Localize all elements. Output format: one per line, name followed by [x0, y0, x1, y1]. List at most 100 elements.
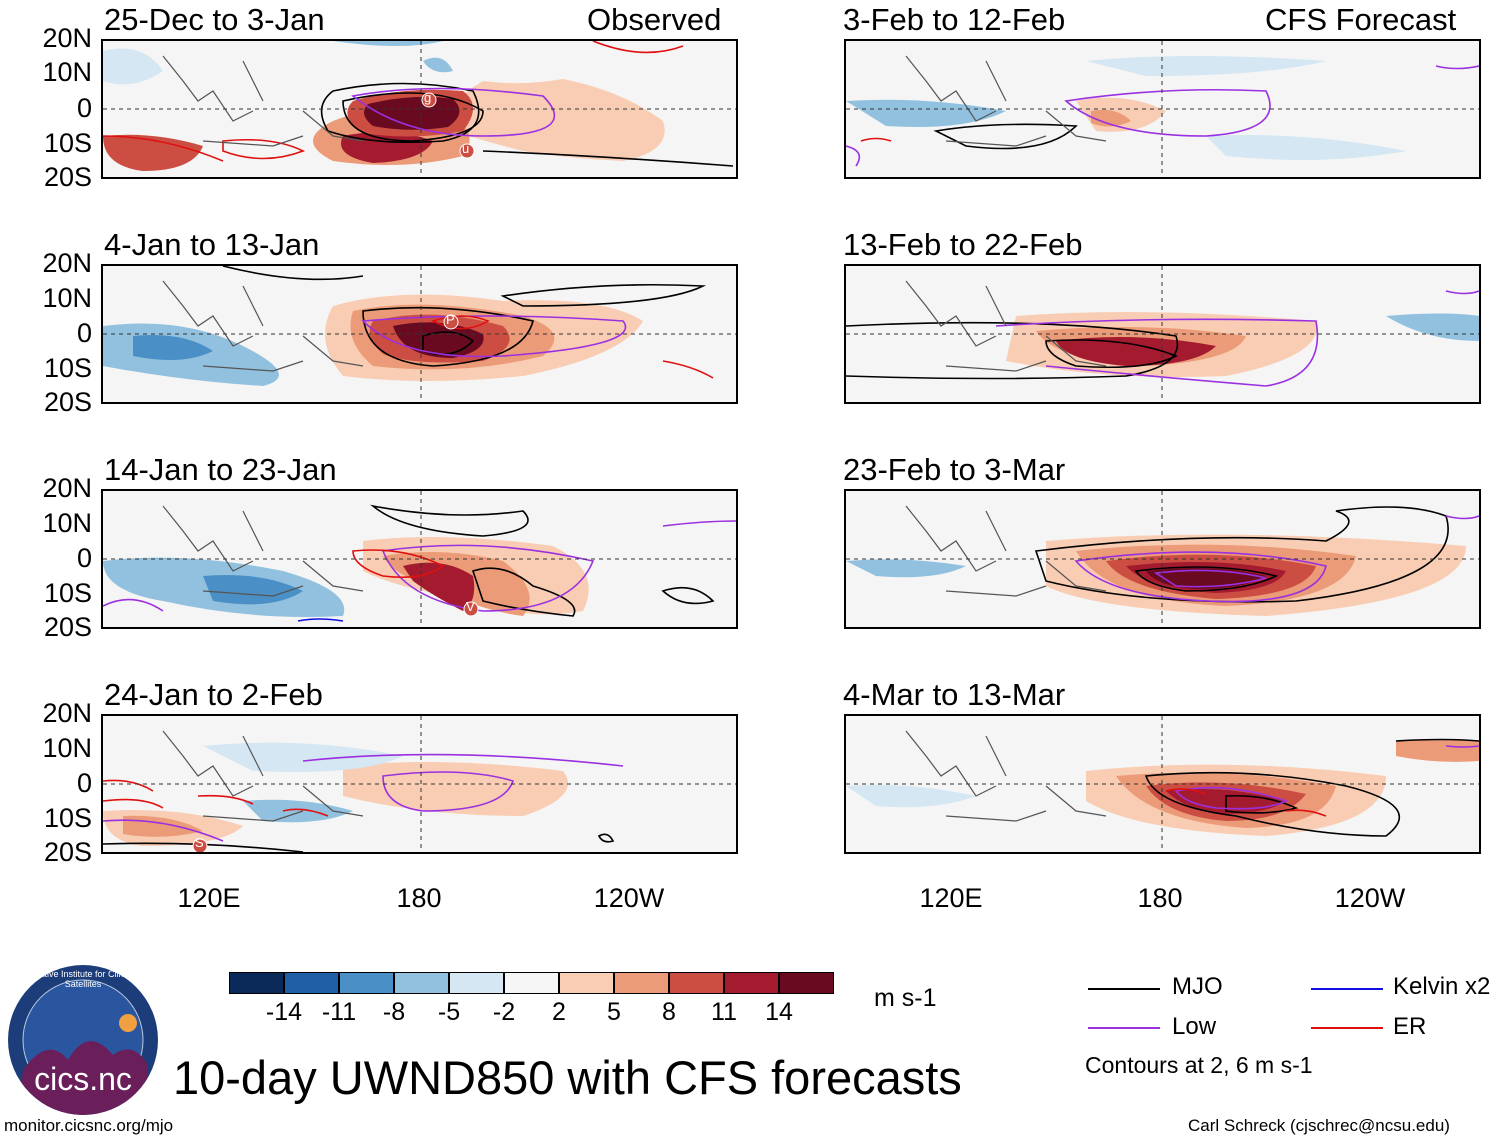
legend-line-er: [1311, 1027, 1383, 1029]
coastline: [162, 280, 364, 372]
marker: [443, 314, 459, 330]
y-tick: 20N: [42, 23, 92, 53]
low-contour: [1153, 569, 1267, 588]
marker: [421, 92, 437, 108]
low-contour: [846, 65, 1479, 167]
panel-title: 13-Feb to 22-Feb: [843, 227, 1083, 262]
wind-anomaly-shading: [1386, 313, 1479, 341]
wind-anomaly-shading: [203, 742, 403, 772]
er-contour: [103, 779, 329, 817]
marker: [192, 838, 208, 852]
marker-label: g: [424, 90, 432, 105]
low-contour: [1445, 290, 1479, 295]
y-tick: 10S: [43, 128, 92, 158]
x-tick: 120E: [177, 883, 241, 913]
colorbar-label: 14: [765, 998, 793, 1026]
legend-line-mjo: [1088, 988, 1160, 990]
map-panel-observed-4: S: [101, 714, 738, 854]
wind-anomaly-shading: [447, 79, 665, 161]
legend-line-kelvin: [1311, 988, 1383, 990]
wind-anomaly-shading: [133, 335, 213, 360]
wind-anomaly-shading: [846, 99, 1006, 127]
low-contour: [995, 318, 1319, 387]
colorbar-units: m s-1: [874, 984, 937, 1012]
figure-title: 10-day UWND850 with CFS forecasts: [173, 1051, 962, 1104]
y-tick: 20N: [42, 698, 92, 728]
panel-tag-observed: Observed: [587, 2, 722, 37]
colorbar-label: 5: [607, 998, 621, 1026]
y-tick: 20S: [43, 837, 92, 867]
y-tick: 10S: [43, 353, 92, 383]
mjo-contour: [471, 567, 576, 617]
panel-title: 14-Jan to 23-Jan: [104, 452, 337, 487]
er-contour: [592, 41, 684, 54]
source-url: monitor.cicsnc.org/mjo: [4, 1116, 174, 1135]
legend-line-low: [1088, 1027, 1160, 1029]
colorbar-swatch: [339, 972, 394, 994]
x-tick: 180: [1137, 883, 1183, 913]
colorbar-swatch: [779, 972, 834, 994]
y-tick: 10S: [43, 578, 92, 608]
mjo-contour: [370, 504, 529, 537]
x-tick: 120E: [919, 883, 983, 913]
wind-anomaly-shading: [203, 575, 303, 605]
y-tick: 0: [76, 318, 92, 348]
marker-label: S: [195, 835, 204, 850]
mjo-contour: [1144, 771, 1401, 837]
low-contour: [1074, 551, 1327, 603]
y-tick: 10N: [42, 733, 92, 763]
colorbar-swatch: [614, 972, 669, 994]
mjo-contour: [342, 92, 484, 142]
er-contour: [860, 137, 892, 142]
author-credit: Carl Schreck (cjschrec@ncsu.edu): [1188, 1116, 1450, 1135]
mjo-contour: [1225, 794, 1299, 814]
er-contour: [352, 549, 445, 579]
legend-label-low: Low: [1172, 1013, 1217, 1040]
map-panel-observed-3: V: [101, 489, 738, 629]
x-tick: 180: [396, 883, 442, 913]
wind-anomaly-shading: [1091, 109, 1131, 127]
panel-title: 4-Jan to 13-Jan: [104, 227, 320, 262]
mjo-contour: [661, 586, 715, 605]
mjo-contour: [320, 82, 480, 144]
low-contour: [103, 819, 224, 842]
y-tick: 10S: [43, 803, 92, 833]
mjo-contour: [597, 833, 615, 843]
mjo-contour: [1134, 566, 1279, 592]
colorbar-swatch: [229, 972, 284, 994]
y-tick: 0: [76, 93, 92, 123]
wind-anomaly-shading: [1056, 337, 1216, 366]
y-tick: 10N: [42, 57, 92, 87]
wind-anomaly-shading: [846, 784, 976, 808]
er-contour: [662, 360, 714, 379]
marker-label: u: [462, 141, 470, 156]
mjo-contour: [482, 150, 734, 167]
panel-title: 23-Feb to 3-Mar: [843, 452, 1066, 487]
colorbar-label: 8: [662, 998, 676, 1026]
colorbar-swatch: [394, 972, 449, 994]
map-panel-observed-1: g u: [101, 39, 738, 179]
contour-note: Contours at 2, 6 m s-1: [1085, 1052, 1313, 1078]
wind-anomaly-shading: [1396, 739, 1479, 762]
low-contour: [103, 520, 736, 612]
legend-label-er: ER: [1393, 1013, 1427, 1040]
mjo-contour: [1045, 339, 1178, 369]
wind-anomaly-shading: [333, 41, 453, 73]
wind-anomaly-shading: [364, 96, 460, 130]
er-contour: [1165, 788, 1327, 817]
low-contour: [381, 544, 595, 612]
colorbar-label: -14: [265, 998, 303, 1026]
coastline: [905, 280, 1107, 372]
colorbar-swatch: [724, 972, 779, 994]
wind-anomaly-shading: [103, 134, 203, 171]
low-contour: [351, 87, 556, 137]
coastline: [905, 55, 1107, 147]
mjo-contour: [362, 306, 534, 367]
colorbar-label: -2: [492, 998, 516, 1026]
coastline: [162, 505, 364, 597]
er-contour: [103, 135, 306, 162]
marker-label: V: [466, 599, 475, 614]
coastline: [162, 730, 364, 822]
map-panel-forecast-4: [844, 714, 1481, 854]
low-contour: [1064, 88, 1271, 137]
